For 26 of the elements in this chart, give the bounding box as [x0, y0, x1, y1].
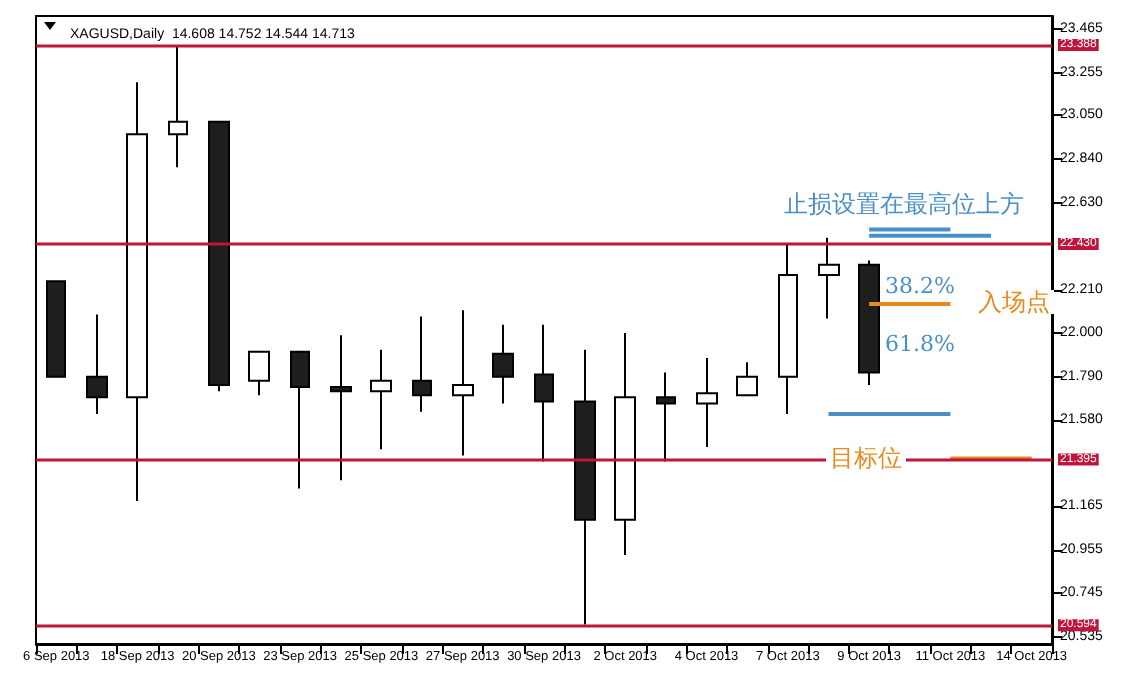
candlestick [736, 361, 758, 397]
annotation: 止损设置在最高位上方 [784, 190, 1024, 218]
candlestick [168, 44, 188, 169]
candlestick [86, 313, 108, 415]
candlestick [778, 242, 798, 415]
annotation: 入场点 [978, 288, 1050, 316]
annotation: 目标位 [830, 444, 902, 472]
candlestick [290, 350, 310, 490]
annotation: 38.2% [885, 273, 955, 299]
candlestick [248, 350, 270, 397]
candlestick [452, 309, 474, 457]
candlestick [696, 356, 718, 449]
candlestick [330, 334, 352, 482]
candlestick [574, 348, 596, 626]
candlestick [412, 315, 432, 413]
candlestick [46, 280, 66, 378]
candlestick [818, 236, 840, 320]
candlestick [126, 81, 148, 502]
candlestick [534, 323, 554, 463]
candlestick [208, 120, 230, 393]
candlestick [492, 323, 514, 405]
candlestick [370, 348, 392, 451]
candlestick [656, 371, 676, 463]
candlestick [614, 332, 636, 556]
annotation: 61.8% [885, 331, 955, 357]
candlestick [858, 259, 880, 386]
